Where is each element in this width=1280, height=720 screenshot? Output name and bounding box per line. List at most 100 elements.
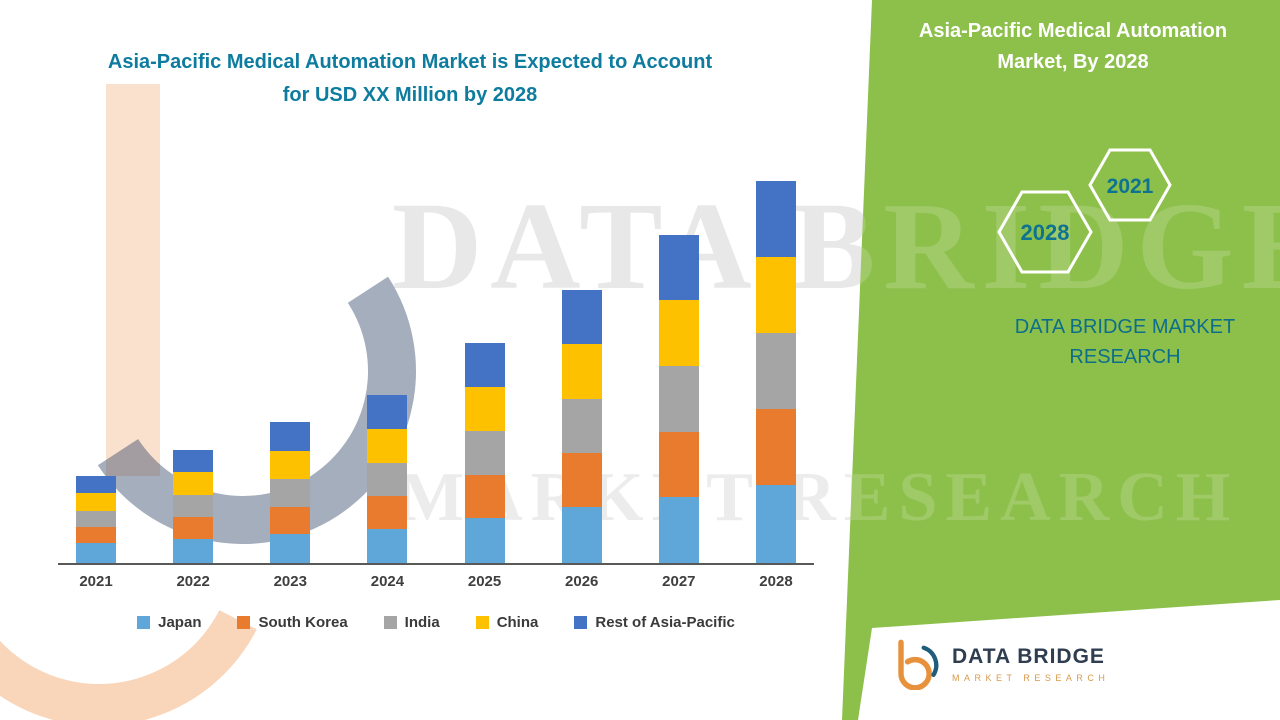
bar-segment-japan-2024 <box>367 529 408 563</box>
bar-segment-rest-of-asia-pacific-2023 <box>270 422 311 451</box>
bar-segment-india-2028 <box>755 333 796 409</box>
legend-swatch-japan <box>137 616 151 629</box>
panel-watermark-market-research: MARKET RESEARCH <box>398 459 1239 536</box>
side-panel-brand-line1: DATA BRIDGE MARKET <box>1014 316 1236 338</box>
bar-segment-south-korea-2028 <box>755 409 796 485</box>
side-panel-brand-line2: RESEARCH <box>1069 346 1181 368</box>
legend-item-japan: Japan <box>137 614 201 631</box>
bar-segment-japan-2026 <box>561 507 602 563</box>
bar-segment-india-2024 <box>367 463 408 496</box>
bar-segment-china-2025 <box>464 387 505 431</box>
footer-logo: DATA BRIDGE MARKET RESEARCH <box>888 638 1109 690</box>
logo-teal-arc <box>921 645 939 677</box>
chart-legend: Japan South Korea India China Rest of Asia-P… <box>58 614 814 631</box>
footer-brand-subtitle: MARKET RESEARCH <box>952 673 1110 683</box>
stacked-bar-chart: 2021 2022 2023 2024 2025 2026 2027 2028 Japan So… <box>58 170 814 631</box>
legend-item-rest-of-asia-pacific: Rest of Asia-Pacific <box>574 614 735 631</box>
x-axis-label-2023: 2023 <box>273 573 307 590</box>
bar-segment-south-korea-2026 <box>561 453 602 507</box>
bar-segment-south-korea-2023 <box>270 507 311 534</box>
legend-swatch-india <box>383 616 397 629</box>
bar-stack-2025 <box>464 343 505 563</box>
side-panel-title: Asia-Pacific Medical Automation Market, … <box>880 16 1266 78</box>
chart-headline-line2: for USD XX Million by 2028 <box>282 84 538 106</box>
bar-segment-south-korea-2021 <box>76 527 116 543</box>
bar-stack-2026 <box>561 290 602 563</box>
legend-swatch-china <box>475 616 489 629</box>
bar-segment-japan-2023 <box>270 534 311 563</box>
bar-segment-china-2026 <box>561 344 602 399</box>
bar-segment-india-2026 <box>561 399 602 453</box>
legend-label-india: India <box>404 614 440 631</box>
bar-stack-2022 <box>173 450 214 563</box>
logo-stem-shape <box>106 84 160 476</box>
hexagon-2021 <box>1088 148 1172 222</box>
legend-swatch-south-korea <box>237 616 251 629</box>
legend-item-china: China <box>475 614 539 631</box>
bar-segment-south-korea-2025 <box>464 475 505 518</box>
legend-label-south-korea: South Korea <box>258 614 348 631</box>
bar-stack-2027 <box>658 235 699 563</box>
bar-segment-india-2021 <box>76 511 116 527</box>
bar-segment-rest-of-asia-pacific-2028 <box>755 181 796 257</box>
bar-segment-japan-2025 <box>464 518 505 563</box>
bar-segment-south-korea-2024 <box>367 496 408 529</box>
hexagon-2028-label: 2028 <box>1021 220 1070 245</box>
x-axis-label-2027: 2027 <box>662 573 696 590</box>
bar-segment-rest-of-asia-pacific-2021 <box>76 476 116 493</box>
chart-plot-area <box>58 170 814 565</box>
legend-swatch-rest-of-asia-pacific <box>574 616 588 629</box>
legend-label-japan: Japan <box>158 614 202 631</box>
x-axis-label-2021: 2021 <box>79 573 113 590</box>
bar-segment-india-2022 <box>173 495 214 517</box>
bar-segment-china-2022 <box>173 472 214 495</box>
x-axis-label-2024: 2024 <box>370 573 405 590</box>
side-panel-title-line1: Asia-Pacific Medical Automation <box>918 20 1228 42</box>
bar-segment-rest-of-asia-pacific-2027 <box>658 235 699 300</box>
bar-segment-south-korea-2027 <box>658 432 699 497</box>
footer-logo-text: DATA BRIDGE MARKET RESEARCH <box>952 645 1109 683</box>
bar-segment-china-2024 <box>367 429 408 463</box>
bar-segment-china-2027 <box>658 300 699 366</box>
bar-stack-2023 <box>270 422 311 563</box>
chart-headline: Asia-Pacific Medical Automation Market i… <box>30 46 790 112</box>
bar-segment-japan-2028 <box>755 485 796 563</box>
bar-stack-2028 <box>755 181 796 563</box>
side-panel-brand-text: DATA BRIDGE MARKET RESEARCH <box>975 312 1275 372</box>
year-hexagons-graphic: 2028 2021 <box>997 148 1172 274</box>
panel-watermark-data-bridge: DATA BRIDGE <box>392 178 1280 316</box>
hexagon-2028 <box>997 190 1093 274</box>
bar-segment-japan-2027 <box>658 497 699 563</box>
data-bridge-logo-icon <box>898 639 939 690</box>
legend-item-south-korea: South Korea <box>237 614 348 631</box>
x-axis-label-2026: 2026 <box>565 573 599 590</box>
bar-segment-japan-2022 <box>173 539 214 563</box>
logo-b-stroke <box>898 639 932 690</box>
bar-segment-india-2027 <box>658 366 699 432</box>
bar-segment-south-korea-2022 <box>173 517 214 539</box>
legend-label-china: China <box>496 614 539 631</box>
side-panel-title-line2: Market, By 2028 <box>997 51 1149 73</box>
bar-segment-rest-of-asia-pacific-2022 <box>173 450 214 472</box>
bar-segment-rest-of-asia-pacific-2024 <box>367 395 408 429</box>
bar-segment-china-2023 <box>270 451 311 479</box>
bar-segment-india-2023 <box>270 479 311 507</box>
bar-segment-japan-2021 <box>76 543 116 563</box>
bar-stack-2024 <box>367 395 408 563</box>
bar-segment-rest-of-asia-pacific-2025 <box>464 343 505 387</box>
footer-brand-name: DATA BRIDGE <box>952 645 1105 668</box>
bar-segment-china-2028 <box>755 257 796 333</box>
x-axis-label-2025: 2025 <box>467 573 502 590</box>
x-axis-label-2028: 2028 <box>759 573 793 590</box>
legend-item-india: India <box>383 614 440 631</box>
bar-segment-china-2021 <box>76 493 116 511</box>
bar-segment-india-2025 <box>464 431 505 475</box>
x-axis-label-2022: 2022 <box>176 573 210 590</box>
bar-segment-rest-of-asia-pacific-2026 <box>561 290 602 344</box>
bar-stack-2021 <box>76 476 116 563</box>
x-axis-labels: 2021 2022 2023 2024 2025 2026 2027 2028 <box>58 573 814 590</box>
hexagon-2021-label: 2021 <box>1107 175 1154 198</box>
